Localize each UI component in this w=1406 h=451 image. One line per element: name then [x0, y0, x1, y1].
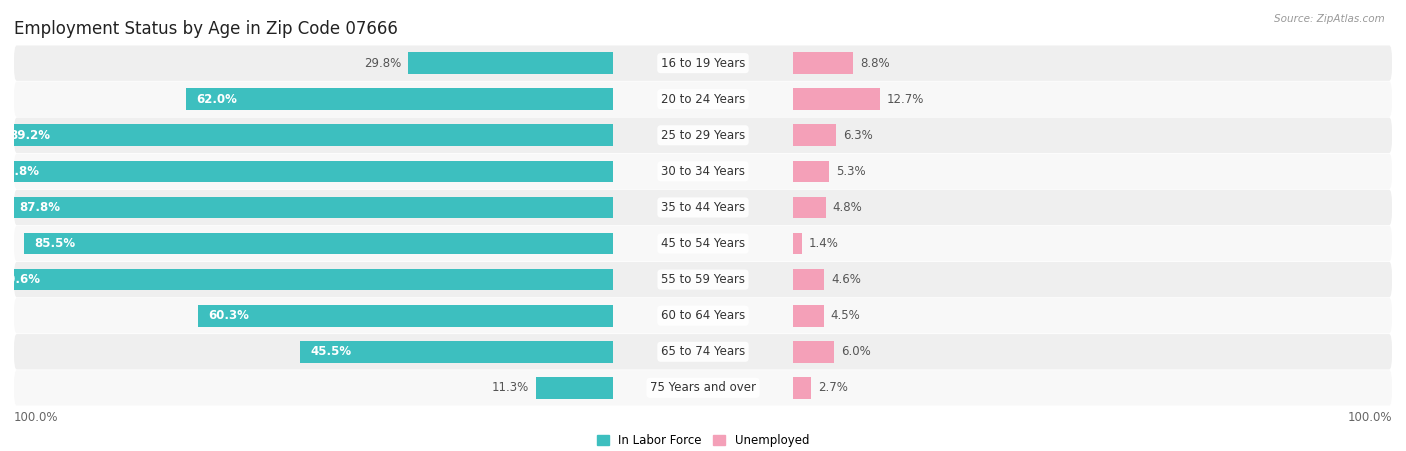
FancyBboxPatch shape [14, 262, 1392, 297]
Text: Employment Status by Age in Zip Code 07666: Employment Status by Age in Zip Code 076… [14, 20, 398, 38]
Text: 60.3%: 60.3% [208, 309, 249, 322]
Bar [0, 124, 613, 146]
Text: 29.8%: 29.8% [364, 57, 401, 69]
FancyBboxPatch shape [14, 154, 1392, 189]
Text: 5.3%: 5.3% [837, 165, 866, 178]
Bar [793, 233, 803, 254]
Bar [0, 269, 613, 290]
Text: 1.4%: 1.4% [808, 237, 839, 250]
Text: 45.5%: 45.5% [311, 345, 352, 358]
Text: 30 to 34 Years: 30 to 34 Years [661, 165, 745, 178]
FancyBboxPatch shape [14, 370, 1392, 405]
Bar [793, 341, 834, 363]
Text: 4.8%: 4.8% [832, 201, 862, 214]
Bar [0, 161, 613, 182]
Bar [793, 88, 880, 110]
Bar [198, 305, 613, 327]
Bar [793, 52, 853, 74]
Text: 100.0%: 100.0% [1347, 411, 1392, 424]
Bar [793, 269, 824, 290]
Bar [8, 197, 613, 218]
Text: 75 Years and over: 75 Years and over [650, 382, 756, 394]
Bar [186, 88, 613, 110]
Bar [24, 233, 613, 254]
Text: 8.8%: 8.8% [860, 57, 890, 69]
Text: 90.6%: 90.6% [0, 273, 41, 286]
Text: 6.3%: 6.3% [842, 129, 873, 142]
Text: 6.0%: 6.0% [841, 345, 870, 358]
Bar [793, 305, 824, 327]
Bar [793, 197, 825, 218]
Bar [536, 377, 613, 399]
Bar [793, 377, 811, 399]
Bar [299, 341, 613, 363]
Text: 60 to 64 Years: 60 to 64 Years [661, 309, 745, 322]
Text: 65 to 74 Years: 65 to 74 Years [661, 345, 745, 358]
Text: 35 to 44 Years: 35 to 44 Years [661, 201, 745, 214]
Text: 25 to 29 Years: 25 to 29 Years [661, 129, 745, 142]
Text: 55 to 59 Years: 55 to 59 Years [661, 273, 745, 286]
FancyBboxPatch shape [14, 190, 1392, 225]
Text: 20 to 24 Years: 20 to 24 Years [661, 93, 745, 106]
Text: 87.8%: 87.8% [18, 201, 60, 214]
Text: 16 to 19 Years: 16 to 19 Years [661, 57, 745, 69]
Bar [793, 161, 830, 182]
Legend: In Labor Force, Unemployed: In Labor Force, Unemployed [598, 434, 808, 447]
Bar [793, 124, 837, 146]
Text: 100.0%: 100.0% [14, 411, 59, 424]
Text: Source: ZipAtlas.com: Source: ZipAtlas.com [1274, 14, 1385, 23]
FancyBboxPatch shape [14, 46, 1392, 81]
Text: 90.8%: 90.8% [0, 165, 39, 178]
Text: 4.5%: 4.5% [831, 309, 860, 322]
FancyBboxPatch shape [14, 298, 1392, 333]
Text: 2.7%: 2.7% [818, 382, 848, 394]
Text: 89.2%: 89.2% [10, 129, 51, 142]
FancyBboxPatch shape [14, 118, 1392, 153]
Text: 45 to 54 Years: 45 to 54 Years [661, 237, 745, 250]
Text: 11.3%: 11.3% [492, 382, 529, 394]
Bar [408, 52, 613, 74]
FancyBboxPatch shape [14, 226, 1392, 261]
FancyBboxPatch shape [14, 82, 1392, 117]
Text: 4.6%: 4.6% [831, 273, 860, 286]
Text: 12.7%: 12.7% [887, 93, 924, 106]
Text: 85.5%: 85.5% [35, 237, 76, 250]
Text: 62.0%: 62.0% [197, 93, 238, 106]
FancyBboxPatch shape [14, 334, 1392, 369]
